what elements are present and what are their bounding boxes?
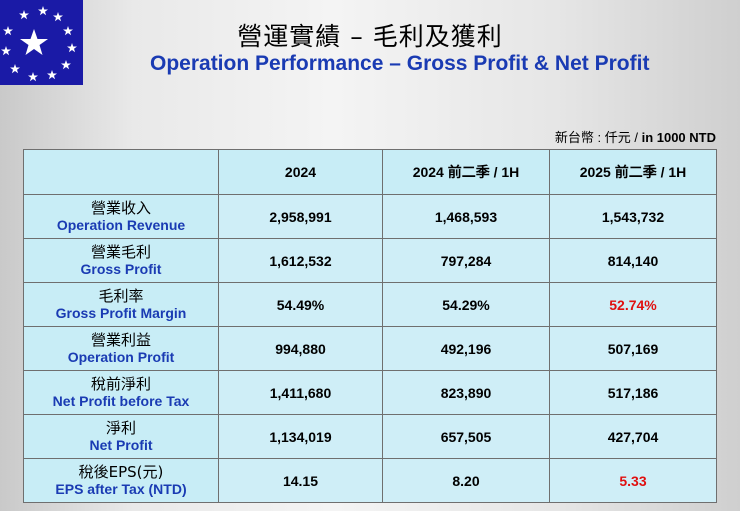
cell-value: 507,169	[549, 326, 717, 371]
row-label-en: Net Profit before Tax	[52, 393, 190, 409]
cell-value: 1,468,593	[382, 194, 550, 239]
row-label-net-profit-before-tax: 稅前淨利 Net Profit before Tax	[23, 370, 219, 415]
cell-value: 517,186	[549, 370, 717, 415]
row-label-en: Gross Profit Margin	[55, 305, 187, 321]
financial-table: 2024 2024 前二季 / 1H 2025 前二季 / 1H 營業收入 Ope…	[23, 149, 717, 503]
column-header-2024: 2024	[218, 149, 383, 195]
cell-value: 492,196	[382, 326, 550, 371]
row-label-gross-profit: 營業毛利 Gross Profit	[23, 238, 219, 283]
row-label-gross-profit-margin: 毛利率 Gross Profit Margin	[23, 282, 219, 327]
cell-value: 1,411,680	[218, 370, 383, 415]
table-header-row: 2024 2024 前二季 / 1H 2025 前二季 / 1H	[23, 149, 717, 195]
row-label-operation-profit: 營業利益 Operation Profit	[23, 326, 219, 371]
table-row: 淨利 Net Profit 1,134,019 657,505 427,704	[23, 414, 717, 459]
cell-value: 1,612,532	[218, 238, 383, 283]
row-label-en: Gross Profit	[80, 261, 162, 277]
row-label-zh: 稅前淨利	[90, 375, 151, 393]
page-title-chinese: 營運實績 – 毛利及獲利	[237, 22, 503, 51]
cell-value: 2,958,991	[218, 194, 383, 239]
row-label-en: Operation Profit	[67, 349, 175, 365]
currency-unit-note: 新台幣 : 仟元 / in 1000 NTD	[555, 127, 716, 146]
table-row: 稅前淨利 Net Profit before Tax 1,411,680 823,…	[23, 370, 717, 415]
cell-value: 994,880	[218, 326, 383, 371]
cell-value: 1,134,019	[218, 414, 383, 459]
row-label-net-profit: 淨利 Net Profit	[23, 414, 219, 459]
cell-value: 814,140	[549, 238, 717, 283]
table-row: 營業利益 Operation Profit 994,880 492,196 507…	[23, 326, 717, 371]
row-label-zh: 淨利	[105, 419, 136, 437]
cell-value-highlighted: 52.74%	[549, 282, 717, 327]
star-circle-logo-icon	[1, 6, 77, 82]
row-label-en: Operation Revenue	[56, 217, 186, 233]
cell-value: 54.49%	[218, 282, 383, 327]
row-label-operation-revenue: 營業收入 Operation Revenue	[23, 194, 219, 239]
column-header-2024-1h: 2024 前二季 / 1H	[382, 149, 550, 195]
cell-value: 427,704	[549, 414, 717, 459]
cell-value: 1,543,732	[549, 194, 717, 239]
eu-star-logo	[0, 0, 83, 85]
table-corner-cell	[23, 149, 219, 195]
cell-value: 54.29%	[382, 282, 550, 327]
cell-value: 14.15	[218, 458, 383, 503]
cell-value-highlighted: 5.33	[549, 458, 717, 503]
row-label-zh: 稅後EPS(元)	[78, 463, 164, 481]
unit-english: in 1000 NTD	[641, 130, 716, 145]
row-label-en: EPS after Tax (NTD)	[55, 481, 187, 497]
unit-chinese: 新台幣 : 仟元 /	[554, 130, 642, 145]
row-label-zh: 營業毛利	[90, 243, 151, 261]
cell-value: 8.20	[382, 458, 550, 503]
column-header-2025-1h: 2025 前二季 / 1H	[549, 149, 717, 195]
cell-value: 797,284	[382, 238, 550, 283]
table-row: 毛利率 Gross Profit Margin 54.49% 54.29% 52.…	[23, 282, 717, 327]
cell-value: 657,505	[382, 414, 550, 459]
cell-value: 823,890	[382, 370, 550, 415]
table-row: 稅後EPS(元) EPS after Tax (NTD) 14.15 8.20 5…	[23, 458, 717, 503]
row-label-eps-after-tax: 稅後EPS(元) EPS after Tax (NTD)	[23, 458, 219, 503]
table-row: 營業收入 Operation Revenue 2,958,991 1,468,59…	[23, 194, 717, 239]
row-label-en: Net Profit	[89, 437, 153, 453]
row-label-zh: 營業收入	[90, 199, 151, 217]
row-label-zh: 營業利益	[90, 331, 151, 349]
page-title-english: Operation Performance – Gross Profit & N…	[150, 52, 650, 75]
row-label-zh: 毛利率	[98, 287, 144, 305]
table-row: 營業毛利 Gross Profit 1,612,532 797,284 814,1…	[23, 238, 717, 283]
